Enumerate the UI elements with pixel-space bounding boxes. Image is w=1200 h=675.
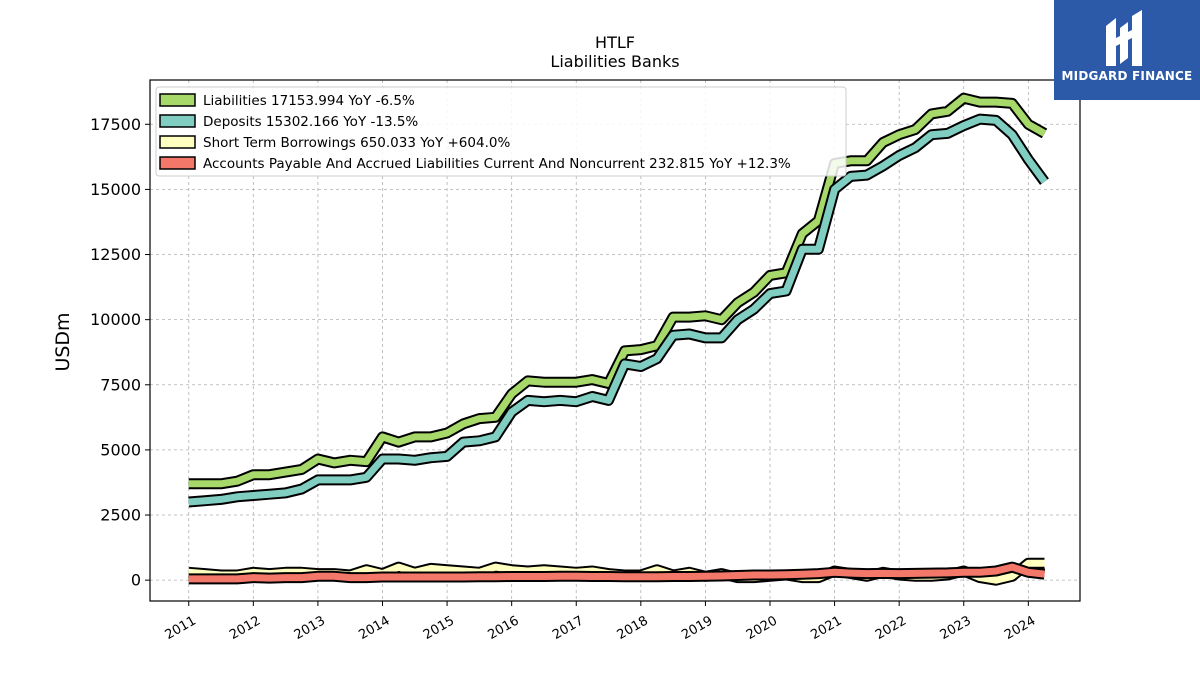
series-line-3 [188, 563, 1045, 583]
y-tick-label: 10000 [90, 310, 141, 329]
x-axis: 2011 2012 2013 2014 2015 2016 2017 2018 2019 2020… [163, 601, 1038, 643]
y-tick-label: 7500 [100, 375, 141, 394]
y-tick-label: 12500 [90, 245, 141, 264]
y-tick-label: 15000 [90, 180, 141, 199]
legend-swatch [159, 156, 196, 170]
legend-entry: Short Term Borrowings 650.033 YoY +604.0… [203, 135, 510, 151]
legend-entry: Accounts Payable And Accrued Liabilities… [203, 156, 791, 172]
series-line-1 [188, 115, 1048, 506]
series-outline-1 [188, 113, 1049, 508]
plot-frame [149, 79, 1081, 602]
x-tick-label: 2011 [163, 613, 199, 643]
y-tick-label: 17500 [90, 115, 141, 134]
x-tick-label: 2024 [1002, 613, 1038, 643]
brand-logo: MIDGARD FINANCE [1054, 0, 1200, 100]
x-tick-label: 2017 [550, 613, 586, 643]
legend-frame [155, 86, 847, 177]
brand-name: MIDGARD FINANCE [1061, 69, 1193, 83]
legend-swatch [159, 114, 196, 128]
chart-title: HTLF [595, 33, 635, 52]
y-axis-label: USDm [52, 312, 74, 371]
x-tick-label: 2020 [744, 613, 780, 643]
x-tick-label: 2019 [679, 613, 715, 643]
x-tick-label: 2014 [356, 613, 392, 643]
x-tick-label: 2015 [421, 613, 457, 643]
y-tick-label: 0 [131, 571, 141, 590]
series-line-0 [188, 94, 1047, 488]
x-tick-label: 2018 [615, 613, 651, 643]
legend-entry: Deposits 15302.166 YoY -13.5% [203, 114, 418, 130]
x-tick-label: 2016 [486, 613, 522, 643]
x-tick-label: 2021 [808, 613, 844, 643]
y-axis: 0 2500 5000 7500 10000 12500 15000 17500 [90, 115, 150, 590]
chart-subtitle: Liabilities Banks [550, 52, 679, 71]
midgard-logo-icon [1106, 10, 1142, 66]
x-tick-label: 2012 [227, 613, 263, 643]
series-layer [188, 92, 1049, 586]
y-tick-label: 5000 [100, 440, 141, 459]
x-tick-label: 2022 [873, 613, 909, 643]
x-tick-label: 2023 [938, 613, 974, 643]
x-tick-label: 2013 [292, 613, 328, 643]
legend-swatch [159, 135, 196, 149]
legend-entry: Liabilities 17153.994 YoY -6.5% [203, 93, 415, 109]
legend-swatch [159, 93, 196, 107]
y-tick-label: 2500 [100, 506, 141, 525]
legend: Liabilities 17153.994 YoY -6.5% Deposits … [155, 86, 847, 177]
